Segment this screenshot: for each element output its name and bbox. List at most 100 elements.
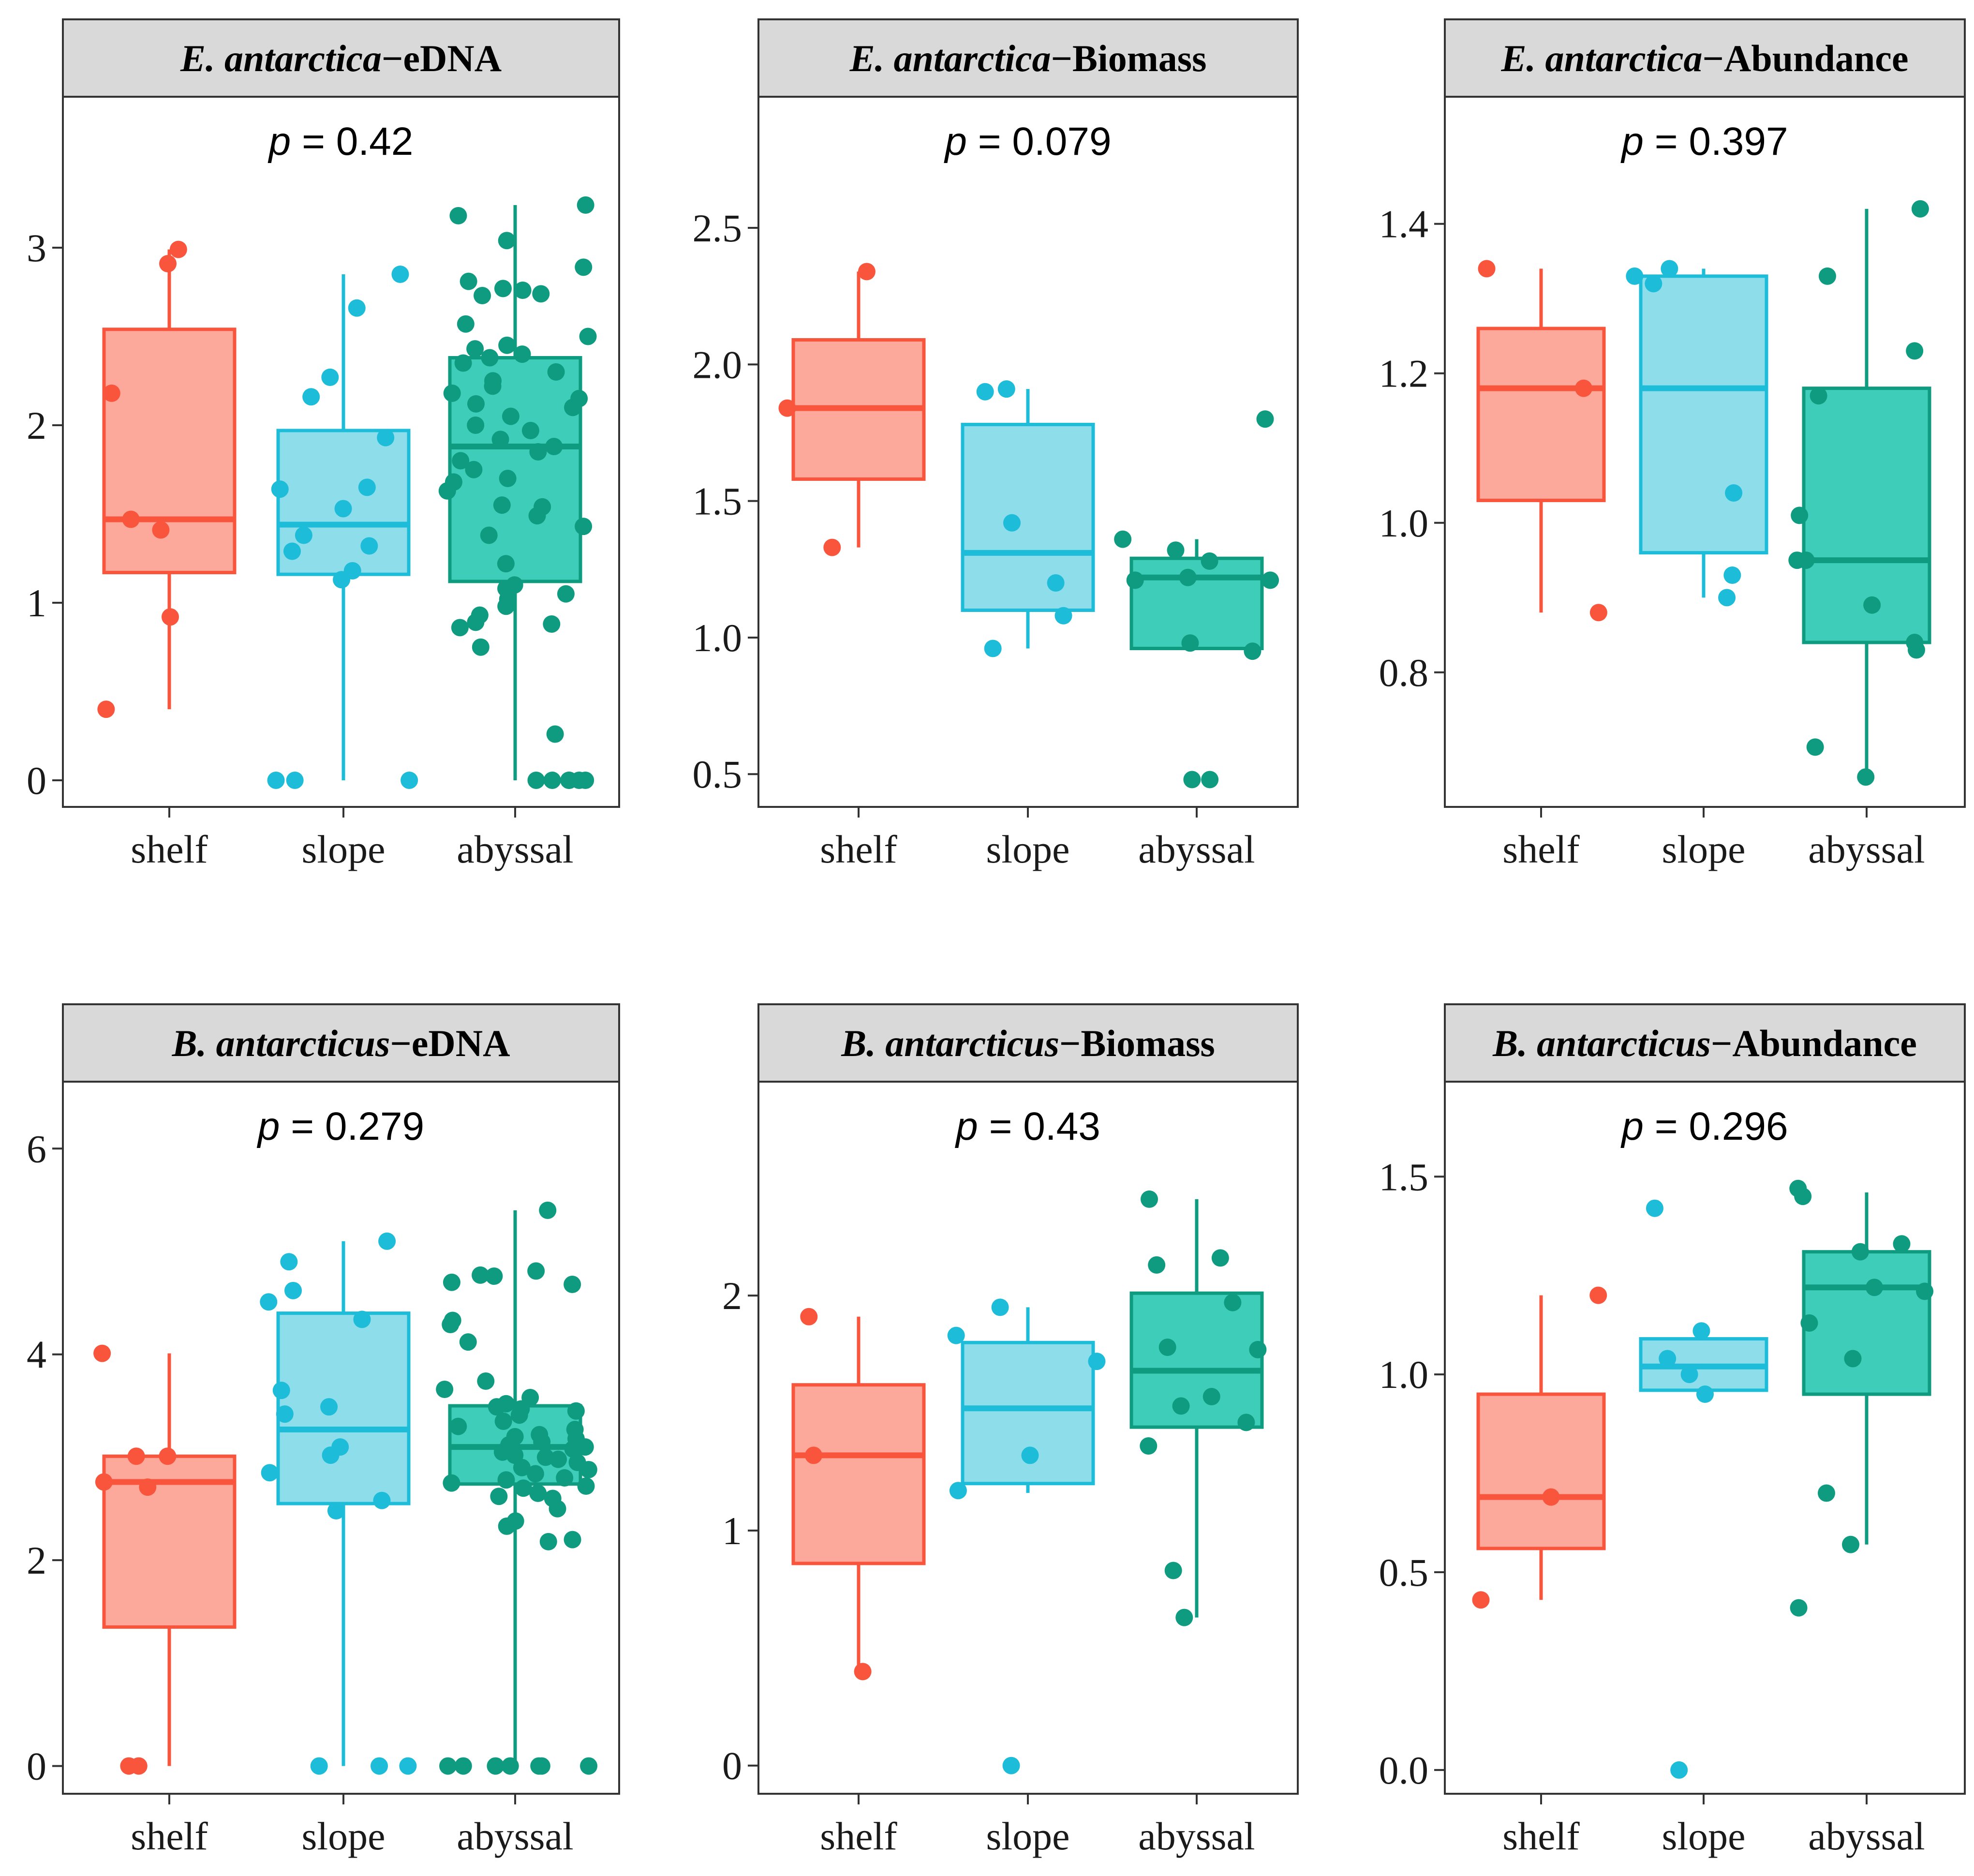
data-point-slope: [360, 537, 378, 555]
y-tick-label: 4: [27, 1333, 46, 1377]
strip-metric: −Abundance: [1703, 37, 1909, 79]
data-point-abyssal: [490, 1488, 508, 1505]
data-point-abyssal: [494, 1412, 512, 1430]
x-category-label: slope: [986, 827, 1069, 871]
data-point-slope: [283, 542, 301, 560]
data-point-abyssal: [451, 619, 469, 637]
data-point-shelf: [800, 1308, 818, 1325]
y-tick-label: 0.5: [693, 752, 742, 796]
strip-title: E. antarctica−Abundance: [1501, 37, 1909, 79]
data-point-slope: [984, 640, 1002, 657]
x-category-label: abyssal: [457, 1814, 573, 1858]
strip-metric: −Abundance: [1711, 1022, 1917, 1064]
x-category-label: shelf: [1502, 827, 1580, 871]
data-point-slope: [295, 526, 312, 544]
data-point-slope: [1670, 1761, 1688, 1779]
data-point-shelf: [169, 240, 187, 258]
data-point-abyssal: [1911, 200, 1929, 218]
box-iqr: [276, 1311, 411, 1505]
x-category-label: slope: [1662, 1814, 1745, 1858]
data-point-abyssal: [487, 1757, 505, 1775]
p-symbol: p: [954, 1104, 978, 1148]
data-point-abyssal: [449, 1417, 467, 1435]
box-slope: [1639, 268, 1768, 598]
data-point-slope: [1645, 275, 1662, 293]
data-point-abyssal: [498, 336, 516, 354]
data-point-abyssal: [1806, 738, 1824, 756]
p-symbol: p: [943, 119, 967, 164]
data-point-slope: [1725, 484, 1743, 502]
y-tick-label: 1.0: [1379, 501, 1429, 545]
box-slope: [276, 1241, 411, 1766]
data-point-abyssal: [1916, 1282, 1934, 1300]
data-point-slope: [320, 1398, 338, 1416]
y-tick-label: 0.0: [1379, 1748, 1429, 1792]
data-point-abyssal: [497, 597, 515, 615]
x-category-label: shelf: [820, 827, 897, 871]
data-point-abyssal: [1249, 1340, 1267, 1358]
data-point-slope: [280, 1253, 298, 1271]
strip-title: E. antarctica−Biomass: [849, 37, 1207, 79]
data-point-abyssal: [1842, 1535, 1860, 1553]
p-symbol: p: [256, 1104, 280, 1148]
data-point-abyssal: [564, 399, 582, 417]
data-point-slope: [321, 368, 339, 386]
y-tick-label: 0: [27, 1744, 46, 1788]
data-point-abyssal: [494, 280, 512, 298]
data-point-shelf: [778, 399, 796, 417]
data-point-abyssal: [474, 287, 491, 305]
y-tick-label: 2: [27, 1538, 46, 1582]
y-tick-label: 0.5: [1379, 1550, 1429, 1594]
data-point-abyssal: [1167, 541, 1185, 559]
data-point-abyssal: [443, 384, 461, 402]
data-point-abyssal: [452, 452, 470, 470]
data-point-abyssal: [545, 437, 563, 455]
data-point-abyssal: [454, 354, 472, 372]
data-point-slope: [1680, 1366, 1698, 1384]
data-point-abyssal: [1224, 1294, 1242, 1311]
data-point-slope: [267, 771, 285, 789]
p-symbol: p: [1620, 119, 1644, 164]
box-shelf: [102, 249, 237, 710]
x-category-label: abyssal: [457, 827, 573, 871]
strip-metric: −Biomass: [1059, 1022, 1215, 1064]
data-point-abyssal: [439, 1757, 457, 1775]
data-point-abyssal: [556, 1469, 574, 1487]
x-category-label: shelf: [131, 1814, 208, 1858]
data-point-abyssal: [460, 272, 477, 290]
data-point-abyssal: [1262, 571, 1279, 589]
strip-species: E. antarctica: [180, 37, 382, 79]
data-point-abyssal: [467, 395, 485, 413]
data-point-abyssal: [465, 461, 483, 478]
data-point-abyssal: [564, 1440, 582, 1458]
data-point-abyssal: [485, 1267, 503, 1285]
data-point-shelf: [122, 510, 140, 528]
data-point-shelf: [858, 263, 876, 281]
data-point-slope: [322, 1446, 340, 1464]
data-point-slope: [1021, 1446, 1039, 1464]
box-iqr: [961, 423, 1095, 612]
data-point-abyssal: [527, 1262, 545, 1280]
data-point-abyssal: [466, 340, 484, 358]
data-point-abyssal: [480, 526, 498, 544]
data-point-slope: [271, 480, 289, 498]
p-value: = 0.397: [1644, 119, 1788, 164]
box-iqr: [1129, 556, 1264, 651]
box-abyssal: [1802, 1192, 1931, 1545]
data-point-slope: [286, 771, 304, 789]
data-point-slope: [1718, 589, 1736, 607]
data-point-abyssal: [497, 555, 515, 573]
data-point-abyssal: [454, 1757, 472, 1775]
p-value-label: p = 0.279: [256, 1104, 424, 1148]
box-iqr: [102, 328, 237, 575]
strip-title: B. antarcticus−Abundance: [1492, 1022, 1917, 1064]
data-point-slope: [1088, 1353, 1106, 1370]
data-point-abyssal: [564, 1531, 581, 1548]
box-abyssal: [1129, 1199, 1264, 1618]
data-point-abyssal: [579, 328, 597, 345]
data-point-abyssal: [502, 407, 519, 425]
data-point-slope: [276, 1405, 294, 1423]
data-point-shelf: [130, 1757, 148, 1775]
data-point-abyssal: [484, 377, 502, 395]
data-point-abyssal: [472, 1266, 490, 1284]
